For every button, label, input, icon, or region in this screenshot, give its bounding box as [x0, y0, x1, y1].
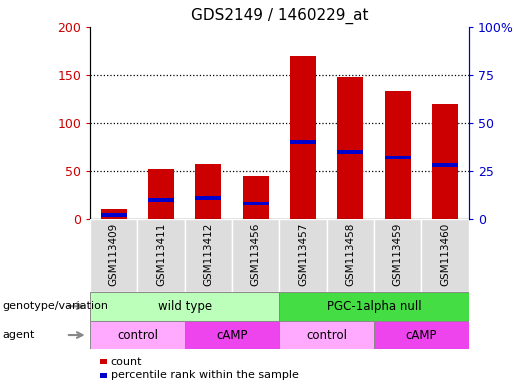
Bar	[290, 56, 316, 219]
Text: genotype/variation: genotype/variation	[3, 301, 109, 311]
Bar	[432, 104, 458, 219]
Text: cAMP: cAMP	[406, 329, 437, 341]
FancyBboxPatch shape	[90, 292, 279, 321]
Bar	[101, 209, 127, 219]
Text: control: control	[306, 329, 347, 341]
FancyBboxPatch shape	[90, 321, 185, 349]
Bar	[243, 202, 269, 205]
Bar	[195, 196, 221, 200]
Text: PGC-1alpha null: PGC-1alpha null	[327, 300, 421, 313]
FancyBboxPatch shape	[279, 292, 469, 321]
Text: GSM113457: GSM113457	[298, 223, 308, 286]
Bar	[148, 169, 174, 219]
Text: GSM113456: GSM113456	[251, 223, 261, 286]
FancyBboxPatch shape	[279, 321, 374, 349]
Text: GSM113459: GSM113459	[392, 223, 403, 286]
Bar	[385, 156, 410, 159]
FancyBboxPatch shape	[232, 219, 279, 292]
Bar	[290, 140, 316, 144]
Bar	[243, 176, 269, 219]
Text: cAMP: cAMP	[216, 329, 248, 341]
Bar	[195, 164, 221, 219]
FancyBboxPatch shape	[327, 219, 374, 292]
FancyBboxPatch shape	[421, 219, 469, 292]
FancyBboxPatch shape	[185, 321, 279, 349]
Text: count: count	[111, 356, 142, 367]
Text: control: control	[117, 329, 158, 341]
Text: GSM113411: GSM113411	[156, 223, 166, 286]
FancyBboxPatch shape	[90, 219, 138, 292]
FancyBboxPatch shape	[138, 219, 185, 292]
Text: wild type: wild type	[158, 300, 212, 313]
Text: GSM113412: GSM113412	[203, 223, 213, 286]
Text: GSM113409: GSM113409	[109, 223, 119, 286]
Text: GSM113458: GSM113458	[346, 223, 355, 286]
Bar	[148, 198, 174, 202]
Text: GSM113460: GSM113460	[440, 223, 450, 286]
Bar	[385, 91, 410, 219]
FancyBboxPatch shape	[374, 219, 421, 292]
Bar	[101, 213, 127, 217]
FancyBboxPatch shape	[374, 321, 469, 349]
FancyBboxPatch shape	[185, 219, 232, 292]
Bar	[337, 150, 364, 154]
Bar	[337, 77, 364, 219]
Text: percentile rank within the sample: percentile rank within the sample	[111, 370, 299, 381]
Text: agent: agent	[3, 330, 35, 340]
Bar	[432, 163, 458, 167]
FancyBboxPatch shape	[279, 219, 327, 292]
Title: GDS2149 / 1460229_at: GDS2149 / 1460229_at	[191, 8, 368, 24]
